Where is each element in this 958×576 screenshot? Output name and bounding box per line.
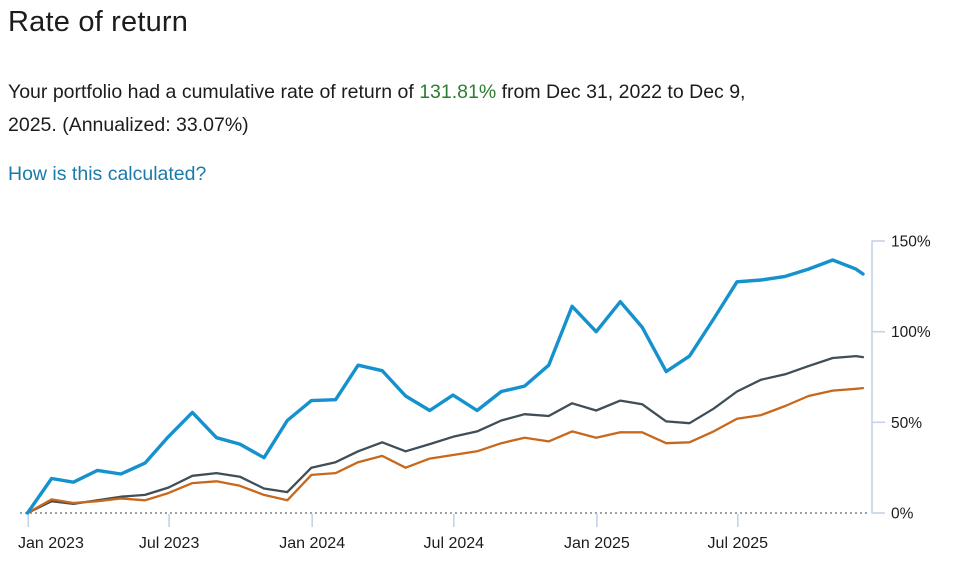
rate-of-return-chart[interactable]: 0% 50% 100% 150% Jan 2023 Jul 2023 Jan 2024 Jul… bbox=[0, 226, 958, 576]
benchmark-gray-line bbox=[26, 354, 865, 515]
summary-prefix: Your portfolio had a cumulative rate of … bbox=[8, 81, 420, 103]
y-axis-tick-label: 150% bbox=[891, 234, 931, 251]
y-axis-tick-label: 0% bbox=[891, 506, 914, 523]
summary-suffix: from Dec 31, 2022 to Dec 9, bbox=[496, 81, 746, 103]
x-axis-tick-label: Jul 2023 bbox=[139, 535, 200, 552]
y-axis-tick-label: 100% bbox=[891, 324, 931, 341]
x-axis-tick-label: Jul 2024 bbox=[424, 535, 485, 552]
series-layer bbox=[25, 258, 865, 515]
cumulative-return-value: 131.81% bbox=[419, 81, 497, 103]
summary-line2: 2025. (Annualized: 33.07%) bbox=[8, 114, 249, 136]
x-axis-tick-label: Jan 2025 bbox=[564, 535, 630, 552]
x-axis-tick-label: Jan 2024 bbox=[279, 535, 345, 552]
benchmark-orange-line bbox=[26, 386, 865, 515]
chart-svg: 0% 50% 100% 150% Jan 2023 Jul 2023 Jan 2024 Jul… bbox=[18, 234, 931, 553]
x-axis-tick-label: Jan 2023 bbox=[18, 535, 84, 552]
axis-layer: 0% 50% 100% 150% Jan 2023 Jul 2023 Jan 2024 Jul… bbox=[18, 234, 931, 553]
portfolio-line bbox=[25, 258, 865, 515]
page-title: Rate of return bbox=[8, 6, 189, 38]
how-calculated-link[interactable]: How is this calculated? bbox=[8, 163, 207, 185]
y-axis-tick-label: 50% bbox=[891, 415, 922, 432]
summary-text: Your portfolio had a cumulative rate of … bbox=[8, 76, 952, 142]
x-axis-tick-label: Jul 2025 bbox=[708, 535, 769, 552]
